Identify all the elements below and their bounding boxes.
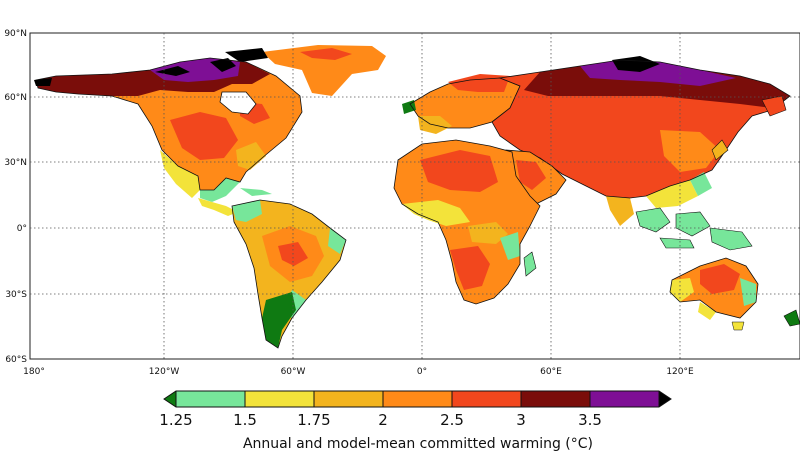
- lon-label-60w: 60°W: [281, 367, 306, 377]
- lat-label-90n: 90°N: [4, 29, 27, 39]
- colorbar-overflow-arrow: [659, 391, 671, 407]
- lat-label-30n: 30°N: [4, 158, 27, 168]
- lat-label-30s: 30°S: [5, 290, 27, 300]
- colorbar-segment-4: [383, 391, 452, 407]
- gridlines: [30, 33, 800, 359]
- europe: [402, 74, 521, 134]
- far-west-alaska: [34, 78, 52, 86]
- lon-label-180: 180°: [23, 367, 45, 377]
- colorbar-segment-6: [521, 391, 590, 407]
- colorbar-segment-7: [590, 391, 659, 407]
- colorbar: 1.25 1.5 1.75 2 2.5 3 3.5 Annual and mod…: [159, 390, 672, 452]
- colorbar-segment-2: [245, 391, 314, 407]
- lon-label-60e: 60°E: [540, 367, 562, 377]
- maritime-se-asia: [635, 139, 753, 251]
- colorbar-tick-1-25: 1.25: [159, 411, 192, 429]
- colorbar-tick-1-75: 1.75: [297, 411, 330, 429]
- colorbar-tick-3-5: 3.5: [578, 411, 602, 429]
- colorbar-segment-3: [314, 391, 383, 407]
- lat-label-60n: 60°N: [4, 93, 27, 103]
- lon-label-0: 0°: [417, 367, 427, 377]
- colorbar-dividers: [175, 391, 660, 407]
- hudson-bay: [219, 91, 257, 115]
- asia: [491, 56, 791, 226]
- colorbar-tick-2: 2: [378, 411, 388, 429]
- colorbar-segment-1: [176, 391, 245, 407]
- australia: [669, 257, 759, 331]
- colorbar-tick-2-5: 2.5: [440, 411, 464, 429]
- colorbar-segment-5: [452, 391, 521, 407]
- north-america: [35, 57, 303, 216]
- africa: [393, 139, 541, 305]
- lon-label-120w: 120°W: [149, 367, 180, 377]
- colorbar-tick-3: 3: [516, 411, 526, 429]
- colorbar-tick-1-5: 1.5: [233, 411, 257, 429]
- lon-label-120e: 120°E: [666, 367, 694, 377]
- colorbar-title: Annual and model-mean committed warming …: [243, 436, 593, 452]
- lat-label-0: 0°: [17, 224, 27, 234]
- lat-label-60s: 60°S: [5, 355, 27, 365]
- colorbar-underflow-arrow: [164, 391, 176, 407]
- latitude-labels: 90°N 60°N 30°N 0° 30°S 60°S: [4, 29, 27, 365]
- longitude-labels: 180° 120°W 60°W 0° 60°E 120°E: [23, 367, 694, 377]
- new-zealand: [783, 309, 800, 327]
